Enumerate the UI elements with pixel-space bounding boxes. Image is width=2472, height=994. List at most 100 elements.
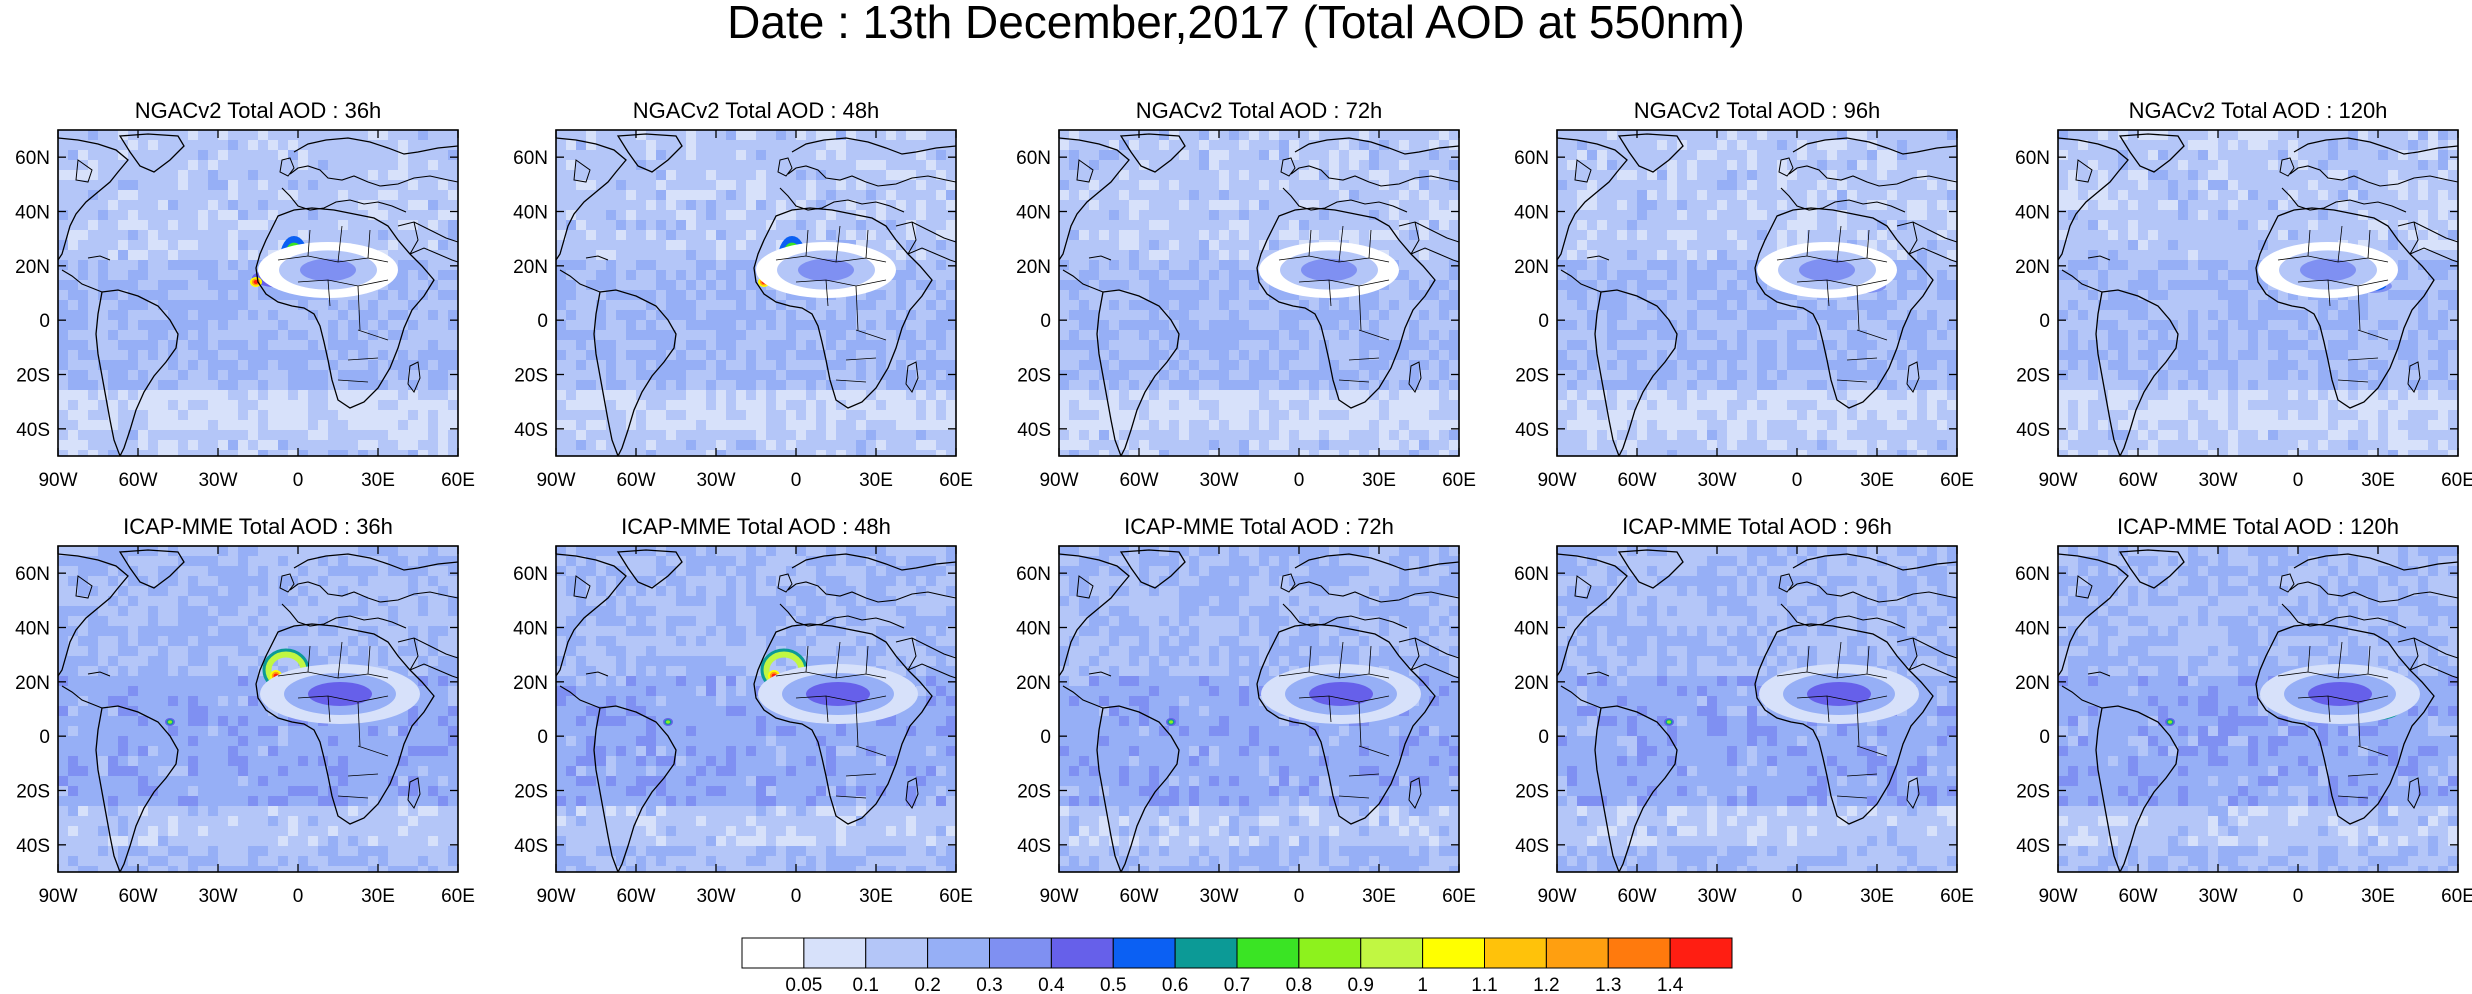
panel-title: ICAP-MME Total AOD : 96h bbox=[1622, 514, 1892, 539]
lon-tick-label: 30E bbox=[859, 470, 893, 491]
lat-tick-label: 0 bbox=[2039, 311, 2050, 332]
lon-tick-label: 60W bbox=[1617, 470, 1656, 491]
colorbar-swatch bbox=[1112, 937, 1176, 969]
aod-field bbox=[58, 130, 458, 456]
lon-tick-label: 90W bbox=[536, 886, 575, 907]
lat-tick-label: 60N bbox=[1514, 148, 1549, 169]
lat-tick-label: 40N bbox=[1016, 619, 1051, 640]
lon-tick-label: 60E bbox=[1442, 886, 1476, 907]
lat-tick-label: 40S bbox=[2016, 420, 2050, 441]
panel-title: ICAP-MME Total AOD : 36h bbox=[123, 514, 393, 539]
colorbar-label: 0.7 bbox=[1224, 975, 1250, 994]
colorbar-label: 1.4 bbox=[1657, 975, 1684, 994]
lon-tick-label: 0 bbox=[1792, 886, 1803, 907]
lon-tick-label: 30W bbox=[2198, 470, 2237, 491]
colorbar-label: 0.05 bbox=[785, 975, 822, 994]
map-panel: NGACv2 Total AOD : 120h 60N 40N 20N 0 20S 40S 9… bbox=[2015, 98, 2472, 491]
aod-field bbox=[1557, 546, 1957, 872]
aod-field bbox=[2058, 546, 2458, 872]
lon-tick-label: 60W bbox=[1119, 886, 1158, 907]
lat-tick-label: 20S bbox=[16, 782, 50, 803]
lat-tick-label: 0 bbox=[1538, 311, 1549, 332]
colorbar-label: 1.1 bbox=[1471, 975, 1497, 994]
lat-tick-label: 40N bbox=[2015, 203, 2050, 224]
colorbar-label: 0.9 bbox=[1348, 975, 1374, 994]
colorbar-swatch bbox=[1607, 937, 1671, 969]
lat-tick-label: 60N bbox=[513, 148, 548, 169]
map-panel: NGACv2 Total AOD : 36h 60N 40N 20N 0 20S 40S 90… bbox=[15, 98, 475, 491]
lon-tick-label: 0 bbox=[1792, 470, 1803, 491]
panel-title: ICAP-MME Total AOD : 72h bbox=[1124, 514, 1394, 539]
lat-tick-label: 20S bbox=[16, 366, 50, 387]
lon-tick-label: 0 bbox=[2293, 470, 2304, 491]
lat-tick-label: 20S bbox=[514, 782, 548, 803]
lon-tick-label: 60E bbox=[1442, 470, 1476, 491]
colorbar-swatch bbox=[1545, 937, 1609, 969]
lat-tick-label: 0 bbox=[537, 311, 548, 332]
lon-tick-label: 30E bbox=[361, 470, 395, 491]
lon-tick-label: 0 bbox=[1294, 470, 1305, 491]
aod-field bbox=[556, 546, 956, 872]
lat-tick-label: 40S bbox=[1017, 836, 1051, 857]
lon-tick-label: 30W bbox=[1697, 470, 1736, 491]
lon-tick-label: 90W bbox=[536, 470, 575, 491]
map-frame bbox=[555, 129, 957, 457]
colorbar-label: 0.8 bbox=[1286, 975, 1312, 994]
lon-tick-label: 90W bbox=[1039, 470, 1078, 491]
colorbar-swatch bbox=[1360, 937, 1424, 969]
lon-tick-label: 60W bbox=[118, 470, 157, 491]
lat-tick-label: 20N bbox=[15, 257, 50, 278]
lon-tick-label: 90W bbox=[38, 886, 77, 907]
lon-tick-label: 90W bbox=[2038, 886, 2077, 907]
lon-tick-label: 60W bbox=[1119, 470, 1158, 491]
panel-title: NGACv2 Total AOD : 120h bbox=[2129, 98, 2388, 123]
lat-tick-label: 20N bbox=[1016, 257, 1051, 278]
lon-tick-label: 60W bbox=[2118, 886, 2157, 907]
map-frame bbox=[57, 545, 459, 873]
lon-tick-label: 30E bbox=[859, 886, 893, 907]
panel-title: NGACv2 Total AOD : 96h bbox=[1634, 98, 1881, 123]
lon-tick-label: 30W bbox=[2198, 886, 2237, 907]
lat-tick-label: 20S bbox=[1515, 782, 1549, 803]
lon-tick-label: 60E bbox=[1940, 470, 1974, 491]
lon-tick-label: 60E bbox=[441, 470, 475, 491]
lon-tick-label: 30W bbox=[696, 470, 735, 491]
lat-tick-label: 0 bbox=[2039, 727, 2050, 748]
lat-tick-label: 40N bbox=[1514, 203, 1549, 224]
lon-tick-label: 0 bbox=[293, 886, 304, 907]
lon-tick-label: 0 bbox=[293, 470, 304, 491]
lon-tick-label: 60E bbox=[441, 886, 475, 907]
lon-tick-label: 60E bbox=[2441, 886, 2472, 907]
lat-tick-label: 20N bbox=[1514, 257, 1549, 278]
panel-title: ICAP-MME Total AOD : 48h bbox=[621, 514, 891, 539]
lat-tick-label: 0 bbox=[1040, 727, 1051, 748]
lat-tick-label: 40S bbox=[16, 420, 50, 441]
figure-title: Date : 13th December,2017 (Total AOD at … bbox=[727, 0, 1745, 48]
lon-tick-label: 90W bbox=[1537, 470, 1576, 491]
lon-tick-label: 90W bbox=[1537, 886, 1576, 907]
lon-tick-label: 30E bbox=[2361, 470, 2395, 491]
lon-tick-label: 60E bbox=[2441, 470, 2472, 491]
lat-tick-label: 20S bbox=[2016, 782, 2050, 803]
lon-tick-label: 60E bbox=[1940, 886, 1974, 907]
lat-tick-label: 20S bbox=[514, 366, 548, 387]
lon-tick-label: 30W bbox=[696, 886, 735, 907]
colorbar-swatch bbox=[1298, 937, 1362, 969]
map-frame bbox=[1556, 129, 1958, 457]
lat-tick-label: 40N bbox=[2015, 619, 2050, 640]
lon-tick-label: 30W bbox=[1199, 886, 1238, 907]
lat-tick-label: 40S bbox=[1515, 420, 1549, 441]
lon-tick-label: 0 bbox=[2293, 886, 2304, 907]
lon-tick-label: 0 bbox=[791, 886, 802, 907]
lon-tick-label: 30W bbox=[198, 886, 237, 907]
aod-field bbox=[1059, 546, 1459, 872]
lat-tick-label: 20N bbox=[513, 257, 548, 278]
lon-tick-label: 30E bbox=[1860, 470, 1894, 491]
colorbar-label: 0.5 bbox=[1100, 975, 1126, 994]
lon-tick-label: 90W bbox=[38, 470, 77, 491]
lat-tick-label: 40N bbox=[513, 203, 548, 224]
lon-tick-label: 30E bbox=[1362, 886, 1396, 907]
lat-tick-label: 60N bbox=[2015, 564, 2050, 585]
map-panel: ICAP-MME Total AOD : 48h 60N 40N 20N 0 20S 40S… bbox=[513, 514, 973, 907]
